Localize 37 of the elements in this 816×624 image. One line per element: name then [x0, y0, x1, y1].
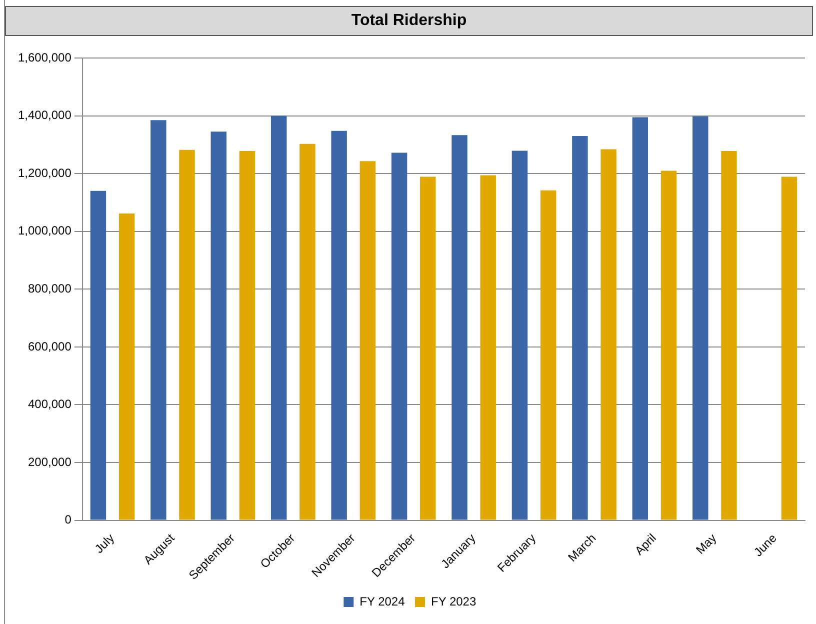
- bar: [270, 116, 287, 520]
- bar: [391, 152, 408, 520]
- bar: [179, 150, 195, 520]
- bar: [632, 117, 648, 520]
- legend-label: FY 2023: [431, 594, 476, 608]
- bar: [118, 213, 135, 520]
- bar: [572, 136, 588, 520]
- y-tick-label: 1,400,000: [18, 108, 72, 122]
- y-tick-label: 200,000: [28, 454, 72, 469]
- bar: [90, 190, 106, 520]
- y-tick-label: 800,000: [28, 281, 72, 296]
- bar: [781, 176, 798, 520]
- y-tick-label: 1,200,000: [18, 166, 72, 180]
- y-tick-label: 0: [64, 512, 72, 527]
- bar: [600, 149, 616, 520]
- bar: [480, 175, 496, 520]
- bar: [300, 144, 316, 520]
- x-tick-label: May: [693, 530, 720, 557]
- x-tick-label: July: [92, 530, 117, 556]
- y-tick-label: 400,000: [28, 397, 72, 412]
- bar: [331, 130, 347, 520]
- bar: [210, 132, 226, 520]
- chart-title: Total Ridership: [5, 6, 813, 36]
- bar: [660, 170, 677, 520]
- bar: [150, 120, 166, 520]
- y-tick-label: 600,000: [28, 339, 72, 354]
- bar: [540, 190, 556, 520]
- bar: [239, 151, 256, 520]
- y-tick-label: 1,000,000: [18, 224, 72, 238]
- bar: [360, 161, 376, 520]
- bar: [452, 135, 468, 520]
- bar: [692, 116, 708, 520]
- bar: [420, 176, 436, 520]
- y-tick-label: 1,600,000: [18, 50, 72, 64]
- bar: [512, 150, 528, 520]
- bar: [721, 151, 737, 520]
- legend-label: FY 2024: [360, 594, 406, 608]
